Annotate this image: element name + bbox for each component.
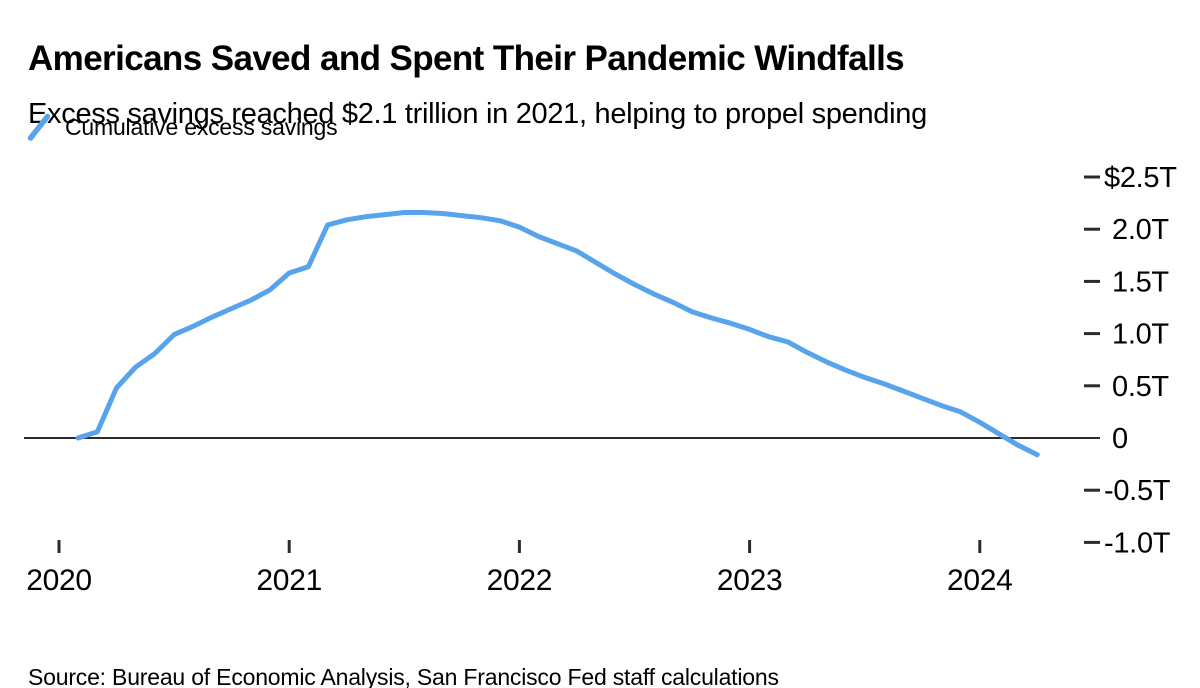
y-axis-label: 2.0T xyxy=(1112,214,1169,246)
chart-title: Americans Saved and Spent Their Pandemic… xyxy=(28,39,905,79)
legend-label: Cumulative excess savings xyxy=(65,113,338,140)
chart-subtitle: Excess savings reached $2.1 trillion in … xyxy=(28,98,927,130)
source-note: Source: Bureau of Economic Analysis, San… xyxy=(28,664,779,688)
y-axis-label: 1.5T xyxy=(1112,266,1169,298)
x-axis-label: 2021 xyxy=(256,564,322,597)
y-axis-label: 0.5T xyxy=(1112,371,1169,403)
x-axis-label: 2022 xyxy=(487,564,553,597)
x-axis-label: 2020 xyxy=(26,564,92,597)
x-axis-label: 2024 xyxy=(947,564,1013,597)
y-axis-label: $2.5T xyxy=(1104,162,1177,194)
x-axis-label: 2023 xyxy=(717,564,783,597)
legend-slash-icon xyxy=(27,113,51,141)
excess-savings-line xyxy=(75,210,1040,458)
y-axis-label: 1.0T xyxy=(1112,319,1169,351)
y-axis-label: -1.0T xyxy=(1104,527,1171,559)
y-axis-label: 0 xyxy=(1112,423,1128,455)
y-axis-label: -0.5T xyxy=(1104,475,1171,507)
legend: Cumulative excess savings xyxy=(26,112,338,142)
